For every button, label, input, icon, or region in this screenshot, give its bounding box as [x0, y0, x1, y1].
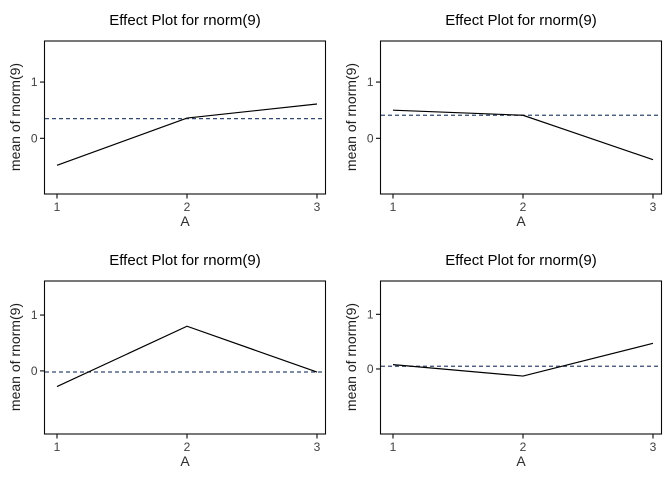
y-tick-label: 1: [31, 75, 38, 89]
panel-title: Effect Plot for rnorm(9): [109, 12, 261, 29]
panel-title: Effect Plot for rnorm(9): [445, 252, 597, 269]
effect-plot-panel-bottom-left: 1 2 3 0 1 Effect Plot for rnorm(9) mean of r…: [0, 240, 336, 480]
plot-area: 1 2 3 0 1: [367, 280, 663, 454]
x-axis-label: A: [516, 453, 526, 469]
x-tick-label: 2: [520, 440, 527, 454]
y-tick-label: 0: [31, 131, 38, 145]
x-tick-label: 1: [390, 200, 397, 214]
effect-plot-panel-top-left: 1 2 3 0 1 Effect Plot for rnorm(9) mean of r…: [0, 0, 336, 240]
y-tick-label: 0: [367, 362, 374, 376]
effect-data-line: [56, 103, 318, 166]
x-axis-label: A: [516, 213, 526, 229]
plot-area: 1 2 3 0 1: [367, 40, 663, 214]
x-tick-label: 3: [650, 440, 657, 454]
plot-area: 1 2 3 0 1: [31, 40, 327, 214]
x-tick-label: 1: [390, 440, 397, 454]
plot-area: 1 2 3 0 1: [31, 280, 327, 454]
x-tick-label: 3: [314, 200, 321, 214]
effect-plot-panel-bottom-right: 1 2 3 0 1 Effect Plot for rnorm(9) mean of r…: [336, 240, 672, 480]
y-axis-label: mean of rnorm(9): [343, 62, 359, 172]
effect-data-line: [56, 325, 318, 388]
x-tick-label: 2: [184, 200, 191, 214]
y-tick-label: 1: [31, 308, 38, 322]
x-tick-label: 3: [650, 200, 657, 214]
plot-box: [379, 40, 663, 195]
x-tick-label: 1: [54, 200, 61, 214]
panel-title: Effect Plot for rnorm(9): [445, 12, 597, 29]
y-axis-label: mean of rnorm(9): [343, 302, 359, 412]
x-axis-label: A: [180, 213, 190, 229]
y-tick-label: 0: [367, 131, 374, 145]
y-axis-label: mean of rnorm(9): [7, 62, 23, 172]
y-tick-label: 1: [367, 307, 374, 321]
x-tick-label: 2: [520, 200, 527, 214]
plot-box: [43, 280, 327, 435]
plot-box: [379, 280, 663, 435]
effect-plot-panel-top-right: 1 2 3 0 1 Effect Plot for rnorm(9) mean of r…: [336, 0, 672, 240]
x-tick-label: 3: [314, 440, 321, 454]
effect-data-line: [392, 342, 654, 377]
plot-box: [43, 40, 327, 195]
x-tick-label: 2: [184, 440, 191, 454]
y-tick-label: 1: [367, 75, 374, 89]
panel-title: Effect Plot for rnorm(9): [109, 252, 261, 269]
effect-data-line: [392, 109, 654, 161]
x-tick-label: 1: [54, 440, 61, 454]
y-axis-label: mean of rnorm(9): [7, 302, 23, 412]
y-tick-label: 0: [31, 364, 38, 378]
x-axis-label: A: [180, 453, 190, 469]
